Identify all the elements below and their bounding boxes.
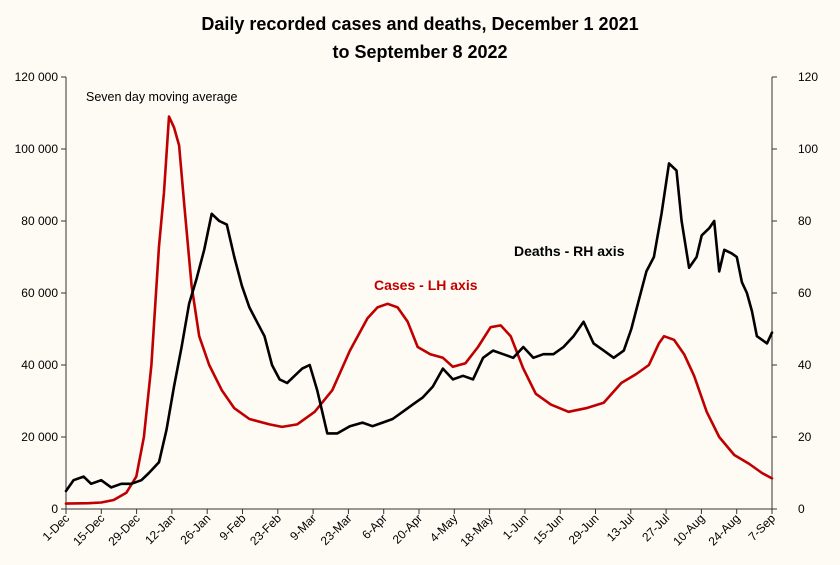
deaths-series-line [64,162,774,493]
x-tick-label: 10-Aug [670,511,707,548]
left-y-tick-label: 100 000 [15,142,59,156]
x-tick-label: 23-Feb [247,511,284,548]
right-y-tick-label: 80 [798,214,812,228]
left-y-tick-label: 20 000 [21,430,58,444]
x-tick-label: 20-Apr [390,511,425,546]
x-tick-label: 1-Dec [40,511,73,544]
x-tick-label: 23-Mar [318,511,355,548]
x-tick-label: 9-Mar [287,511,319,543]
left-y-tick-label: 60 000 [21,286,58,300]
left-y-tick-label: 120 000 [15,70,59,84]
x-tick-label: 9-Feb [217,511,249,543]
cases-series-label: Cases - LH axis [374,277,478,293]
x-tick-label: 15-Jun [530,511,566,547]
x-tick-label: 18-May [458,511,496,549]
cases-series-line [64,115,774,505]
series-layer [64,115,774,505]
x-tick-label: 4-May [427,511,460,544]
x-tick-label: 15-Dec [70,511,107,548]
left-y-tick-label: 0 [51,502,58,516]
right-y-tick-label: 120 [798,70,818,84]
right-y-tick-label: 0 [798,502,805,516]
right-y-tick-label: 60 [798,286,812,300]
left-y-tick-label: 40 000 [21,358,58,372]
right-y-tick-label: 100 [798,142,818,156]
chart-title-line-2: to September 8 2022 [332,42,507,62]
x-tick-label: 6-Apr [359,511,390,542]
x-tick-label: 12-Jan [142,511,178,547]
left-y-tick-label: 80 000 [21,214,58,228]
deaths-series-label: Deaths - RH axis [514,243,625,259]
x-tick-label: 13-Jul [604,511,637,544]
x-tick-label: 7-Sep [746,511,779,544]
x-tick-label: 29-Dec [105,511,142,548]
x-tick-label: 29-Jun [566,511,602,547]
moving-average-note: Seven day moving average [86,90,238,104]
x-tick-label: 26-Jan [177,511,213,547]
x-tick-label: 24-Aug [706,511,743,548]
x-tick-label: 1-Jun [500,511,531,542]
x-tick-label: 27-Jul [639,511,672,544]
chart-title-line-1: Daily recorded cases and deaths, Decembe… [201,14,638,34]
right-y-tick-label: 20 [798,430,812,444]
right-y-tick-label: 40 [798,358,812,372]
